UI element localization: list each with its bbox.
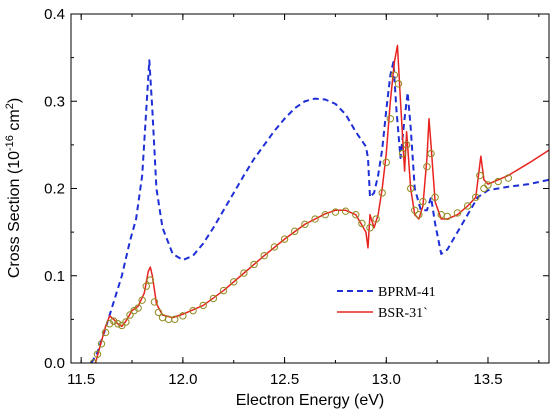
data-point-marker [301,220,309,228]
data-point-marker [97,340,106,348]
data-point-marker [126,311,134,319]
data-point-marker [189,306,197,315]
y-tick-label: 0.4 [44,6,65,23]
data-point-marker [402,141,411,149]
data-point-marker [93,350,102,358]
data-point-marker [390,71,399,79]
data-point-marker [415,210,423,219]
data-point-marker [331,208,340,216]
x-tick-label: 13.0 [372,371,401,388]
data-point-marker [291,227,299,235]
data-point-marker [352,210,360,219]
x-tick-label: 13.5 [473,371,502,388]
data-point-marker [150,298,159,306]
y-tick-label: 0.3 [44,93,65,110]
data-point-marker [427,149,435,158]
data-point-marker [101,328,110,337]
x-axis-title: Electron Energy (eV) [236,392,385,409]
y-tick-label: 0.0 [44,355,65,372]
data-point-marker [142,282,150,290]
data-point-marker [146,276,155,284]
legend-label-bprm: BPRM-41 [378,285,436,300]
data-point-marker [171,315,179,324]
data-point-marker [472,193,480,201]
y-axis-title-part: ) [6,98,23,103]
data-point-marker [431,193,439,201]
data-point-marker [154,308,163,317]
data-point-marker [321,210,329,219]
data-point-marker [366,224,374,232]
data-point-marker [476,171,484,180]
y-tick-label: 0.2 [44,181,65,198]
data-point-marker [382,158,390,167]
legend: BPRM-41 BSR-31` [337,285,436,321]
series-line-bprm [90,59,549,363]
data-point-marker [311,215,319,223]
data-point-marker [419,197,427,206]
data-point-marker [494,177,502,186]
data-point-marker [411,206,419,215]
data-point-marker [179,312,187,320]
legend-label-bsr: BSR-31` [378,306,428,321]
data-point-marker [114,320,122,328]
series-clip-group [89,44,549,363]
data-point-marker [398,149,407,158]
data-point-marker [209,294,218,303]
data-point-marker [240,269,248,277]
data-point-marker [280,235,289,243]
data-point-marker [341,207,350,215]
data-point-marker [504,174,513,182]
data-point-marker [372,215,380,223]
y-tick-label: 0.1 [44,268,65,285]
data-point-marker [386,115,395,123]
data-point-marker [270,243,279,251]
data-point-marker [484,181,492,189]
data-point-marker [122,318,130,326]
series-layer [89,44,549,363]
data-point-marker [423,162,431,171]
data-point-marker [260,251,268,260]
ticks-layer: 11.5 12.0 12.5 13.0 13.5 0.0 0.1 0.2 0.3 0.4 [44,6,549,388]
x-tick-label: 12.5 [270,371,299,388]
data-point-marker [250,260,258,269]
data-point-marker [394,80,403,88]
y-axis-title-exponent: 2 [4,103,16,109]
data-point-marker [378,189,386,197]
data-point-marker [134,304,142,312]
data-point-marker [358,219,366,228]
data-point-marker [199,301,207,310]
data-point-marker [453,209,462,217]
data-point-marker [406,184,415,193]
data-point-marker [138,296,146,304]
x-tick-label: 12.0 [168,371,197,388]
data-point-marker [230,278,238,286]
data-point-marker [463,202,472,210]
y-axis-title-part: Cross Section (10 [6,151,23,278]
data-point-marker [219,286,228,295]
x-tick-label: 11.5 [67,371,95,388]
y-axis-title-exponent: -16 [4,135,16,151]
y-axis-title: Cross Section (10-16 cm2) [4,98,23,278]
data-point-marker [443,212,451,221]
series-markers [89,71,513,363]
y-axis-title-part: cm [6,109,23,135]
